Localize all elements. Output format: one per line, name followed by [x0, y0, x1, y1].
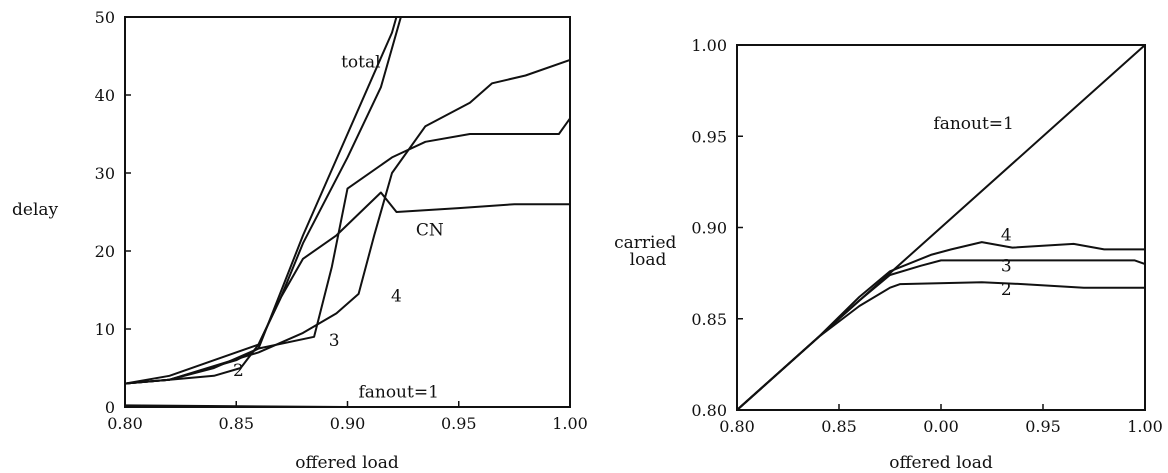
annotation-cn: CN — [416, 220, 444, 240]
carried-load-y-label-line2: load — [630, 250, 667, 270]
delay-annotations: total CN 4 3 2 fanout=1 — [233, 53, 444, 403]
series-line-3 — [737, 259, 1145, 410]
series-line-total — [125, 17, 398, 385]
annotation-fanout-1: fanout=1 — [933, 114, 1013, 134]
delay-series-lines — [125, 17, 570, 407]
y-tick-label: 20 — [95, 242, 115, 261]
annotation-fanout-1: fanout=1 — [358, 383, 438, 403]
x-tick-label: 1.00 — [1127, 417, 1163, 436]
y-tick-label: 10 — [95, 320, 115, 339]
carried-load-chart: offered load carried load 0.80 0.85 0.00 0.… — [614, 36, 1163, 473]
delay-tick-labels: 0.80 0.85 0.90 0.95 1.00 0 10 20 30 40 50 — [95, 8, 588, 433]
annotation-4: 4 — [1001, 225, 1012, 245]
annotation-4: 4 — [391, 287, 402, 307]
x-tick-label: 0.85 — [821, 417, 857, 436]
delay-y-axis-label: delay — [12, 200, 59, 220]
delay-chart-frame — [124, 16, 571, 408]
carried-load-y-axis-label: carried load — [614, 233, 682, 270]
x-tick-label: 0.90 — [330, 414, 366, 433]
y-tick-label: 0.85 — [691, 310, 727, 329]
x-tick-label: 1.00 — [552, 414, 588, 433]
x-tick-label: 0.95 — [441, 414, 477, 433]
carried-load-x-axis-label: offered load — [889, 453, 993, 473]
delay-x-axis-label: offered load — [295, 453, 399, 473]
annotation-2: 2 — [233, 361, 244, 381]
delay-chart: offered load delay 0.80 0.85 0.90 0.95 1.000… — [12, 8, 588, 473]
series-line-cn — [125, 191, 570, 385]
series-line-2 — [737, 281, 1145, 410]
y-tick-label: 0.80 — [691, 401, 727, 420]
carried-load-series-lines — [737, 45, 1145, 410]
y-tick-label: 50 — [95, 8, 115, 27]
annotation-3: 3 — [329, 331, 340, 351]
x-tick-label: 0.95 — [1025, 417, 1061, 436]
series-line-fanout-1 — [125, 404, 487, 407]
y-tick-label: 40 — [95, 86, 115, 105]
carried-load-tick-labels: 0.80 0.85 0.00 0.95 1.00 0.80 0.85 0.90 0.95 1.00 — [691, 36, 1162, 436]
x-tick-label: 0.85 — [218, 414, 254, 433]
x-tick-label: 0.80 — [719, 417, 755, 436]
y-tick-label: 0 — [105, 398, 115, 417]
carried-load-annotations: fanout=1 4 3 2 — [933, 114, 1013, 300]
x-tick-label: 0.00 — [923, 417, 959, 436]
series-line-4 — [125, 58, 570, 385]
annotation-total: total — [341, 53, 380, 73]
annotation-3: 3 — [1001, 256, 1012, 276]
y-tick-label: 0.90 — [691, 219, 727, 238]
annotation-2: 2 — [1001, 280, 1012, 300]
y-tick-label: 1.00 — [691, 36, 727, 55]
carried-load-y-label-line1: carried — [614, 233, 676, 253]
x-tick-label: 0.80 — [107, 414, 143, 433]
series-line-4 — [737, 241, 1145, 410]
y-tick-label: 30 — [95, 164, 115, 183]
y-tick-label: 0.95 — [691, 127, 727, 146]
